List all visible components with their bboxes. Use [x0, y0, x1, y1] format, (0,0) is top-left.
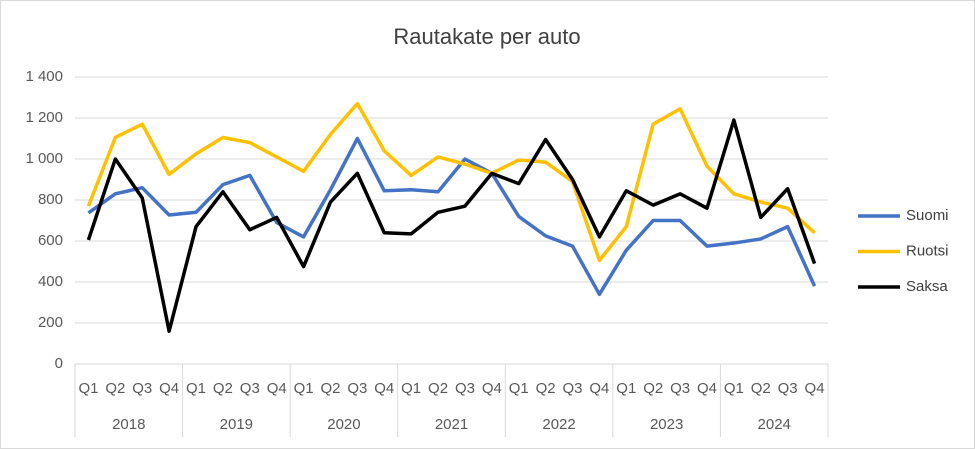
legend-label: Saksa	[906, 278, 948, 295]
x-tick-label: Q1	[294, 380, 314, 397]
y-tick-label: 800	[38, 191, 63, 208]
x-tick-label: Q2	[105, 380, 125, 397]
y-tick-label: 0	[55, 355, 63, 372]
y-tick-label: 1 000	[25, 150, 63, 167]
group-label: 2022	[542, 416, 575, 433]
x-tick-label: Q3	[132, 380, 152, 397]
x-tick-label: Q4	[589, 380, 609, 397]
legend-label: Ruotsi	[906, 242, 949, 259]
x-tick-label: Q4	[482, 380, 502, 397]
chart-title: Rautakate per auto	[393, 24, 580, 49]
x-tick-label: Q3	[563, 380, 583, 397]
group-label: 2021	[435, 416, 468, 433]
x-tick-label: Q1	[78, 380, 98, 397]
group-label: 2023	[650, 416, 683, 433]
x-tick-label: Q2	[428, 380, 448, 397]
x-tick-label: Q4	[267, 380, 287, 397]
x-tick-label: Q1	[724, 380, 744, 397]
series-line	[87, 136, 817, 297]
x-tick-label: Q4	[159, 380, 179, 397]
x-tick-label: Q3	[455, 380, 475, 397]
group-label: 2020	[327, 416, 360, 433]
legend-label: Suomi	[906, 207, 949, 224]
x-tick-label: Q4	[697, 380, 717, 397]
x-tick-label: Q2	[643, 380, 663, 397]
x-tick-label: Q2	[213, 380, 233, 397]
series-line	[86, 101, 816, 263]
x-tick-label: Q3	[778, 380, 798, 397]
x-tick-label: Q1	[616, 380, 636, 397]
group-label: 2019	[220, 416, 253, 433]
x-tick-label: Q3	[670, 380, 690, 397]
y-tick-label: 600	[38, 232, 63, 249]
x-tick-label: Q2	[536, 380, 556, 397]
series-line	[86, 118, 817, 333]
x-tick-label: Q4	[805, 380, 825, 397]
y-tick-label: 200	[38, 314, 63, 331]
y-tick-label: 1 200	[25, 109, 63, 126]
y-tick-label: 1 400	[25, 68, 63, 85]
group-label: 2024	[758, 416, 791, 433]
x-tick-label: Q1	[186, 380, 206, 397]
group-label: 2018	[112, 416, 145, 433]
x-tick-label: Q1	[509, 380, 529, 397]
x-tick-label: Q3	[240, 380, 260, 397]
x-tick-label: Q4	[374, 380, 394, 397]
x-tick-label: Q1	[401, 380, 421, 397]
x-tick-label: Q2	[751, 380, 771, 397]
x-tick-label: Q3	[347, 380, 367, 397]
y-tick-label: 400	[38, 273, 63, 290]
x-tick-label: Q2	[320, 380, 340, 397]
